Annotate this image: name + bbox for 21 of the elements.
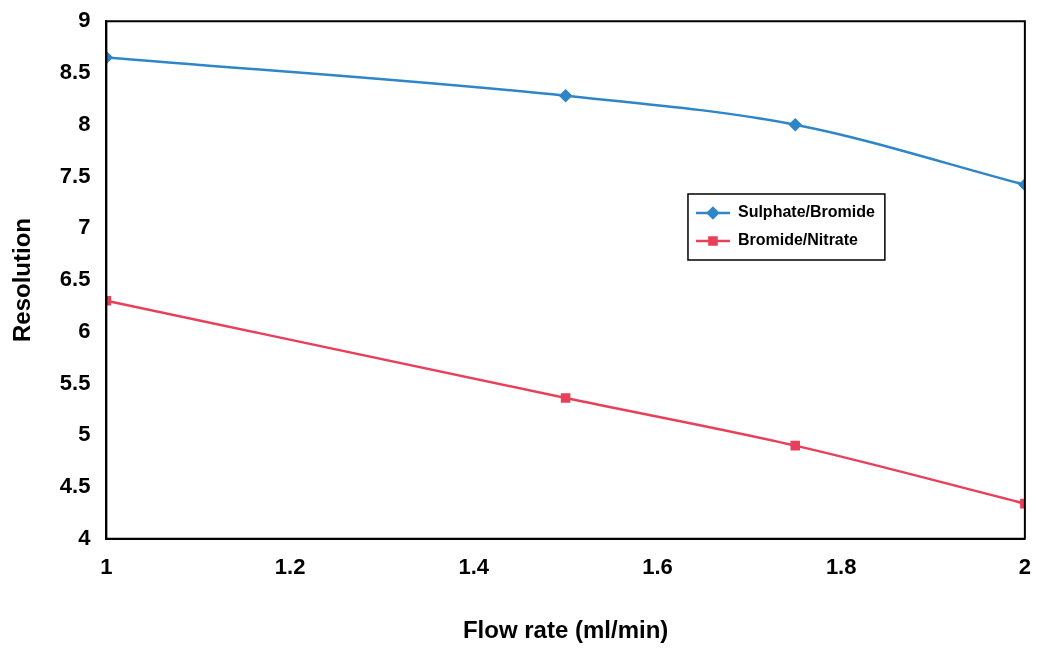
y-tick-label: 8.5 bbox=[59, 59, 91, 85]
y-tick-label: 9 bbox=[78, 7, 91, 33]
x-axis-title: Flow rate (ml/min) bbox=[462, 616, 669, 644]
y-tick-label: 4 bbox=[78, 524, 92, 550]
legend-label: Sulphate/Bromide bbox=[737, 203, 875, 221]
y-tick-label: 7 bbox=[78, 214, 91, 240]
y-tick-label: 4.5 bbox=[59, 473, 91, 499]
y-axis-title: Resolution bbox=[8, 218, 36, 342]
y-tick-label: 8 bbox=[78, 110, 91, 136]
y-tick-label: 6.5 bbox=[59, 266, 91, 292]
x-tick-label: 2 bbox=[1018, 554, 1032, 580]
y-tick-label: 7.5 bbox=[59, 162, 91, 188]
x-tick-label: 1.4 bbox=[458, 554, 490, 580]
x-tick-label: 1.6 bbox=[642, 554, 673, 580]
x-tick-label: 1 bbox=[100, 554, 113, 580]
x-tick-label: 1.2 bbox=[274, 554, 306, 580]
y-tick-label: 5 bbox=[78, 421, 91, 447]
y-tick-label: 5.5 bbox=[59, 369, 91, 395]
y-tick-label: 6 bbox=[78, 317, 91, 343]
x-tick-label: 1.8 bbox=[825, 554, 857, 580]
legend-label: Bromide/Nitrate bbox=[737, 231, 859, 249]
